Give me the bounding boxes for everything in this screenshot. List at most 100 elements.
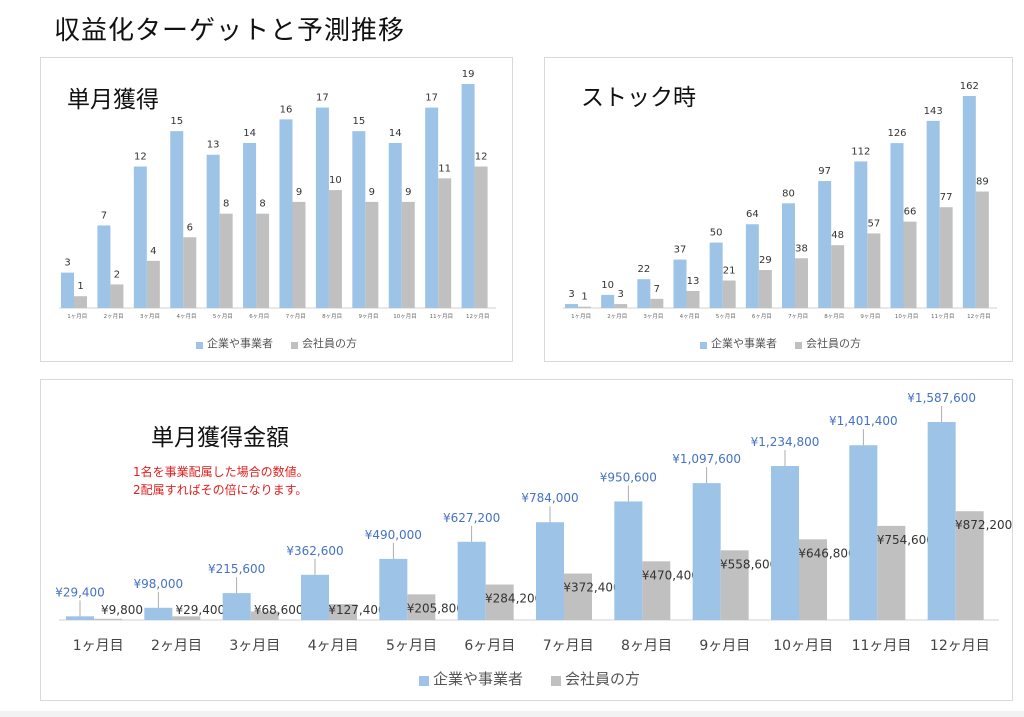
x-tick-label: 5ヶ月目 — [213, 313, 233, 320]
bar-series-a — [457, 541, 486, 620]
bar-series-a — [782, 203, 795, 308]
note-line: 2配属すればその倍になります。 — [133, 483, 308, 497]
bar-series-b — [256, 213, 270, 308]
x-tick-label: 7ヶ月目 — [788, 313, 808, 320]
data-label-series-b: ¥754,600 — [877, 533, 934, 547]
x-tick-label: 1ヶ月目 — [571, 313, 591, 320]
bar-series-b — [903, 221, 917, 308]
page-title: 収益化ターゲットと予測推移 — [54, 16, 406, 46]
legend-label-series-b: 会社員の方 — [565, 670, 640, 688]
bar-series-b — [172, 616, 201, 620]
data-label-series-b: ¥68,600 — [254, 603, 304, 617]
data-label-series-a: 16 — [280, 104, 293, 115]
data-label-series-a: ¥1,587,600 — [907, 391, 976, 405]
bar-series-a — [144, 607, 173, 620]
x-tick-label: 9ヶ月目 — [860, 313, 880, 320]
bar-series-a — [601, 294, 615, 308]
chart-title: 単月獲得金額 — [151, 425, 289, 451]
x-tick-label: 5ヶ月目 — [716, 313, 736, 320]
bottom-divider — [0, 711, 1024, 717]
bar-series-a — [614, 501, 643, 620]
data-label-series-b: 38 — [795, 243, 808, 254]
chart-svg: 311ヶ月目722ヶ月目1243ヶ月目1564ヶ月目1385ヶ月目1486ヶ月目… — [59, 69, 496, 350]
x-tick-label: 10ヶ月目 — [895, 313, 919, 320]
bar-series-b — [578, 306, 591, 308]
bar-series-a — [133, 166, 147, 308]
x-tick-label: 5ヶ月目 — [386, 638, 437, 654]
x-tick-label: 9ヶ月目 — [699, 638, 750, 654]
data-label-series-a: 3 — [64, 258, 70, 269]
bar-series-a — [745, 224, 759, 308]
data-label-series-a: 112 — [851, 146, 870, 157]
data-label-series-b: 8 — [223, 199, 229, 210]
data-label-series-a: 97 — [818, 166, 831, 177]
bar-series-b — [955, 511, 984, 620]
data-label-series-a: 64 — [746, 209, 759, 220]
data-label-series-b: 29 — [759, 255, 772, 266]
x-tick-label: 6ヶ月目 — [464, 638, 515, 654]
x-tick-label: 1ヶ月目 — [67, 313, 87, 320]
x-tick-label: 7ヶ月目 — [286, 313, 306, 320]
chart-svg: ¥29,400 ¥9,800 1ヶ月目 ¥98,000 ¥29,400 2ヶ月目 ¥215,… — [55, 391, 1012, 688]
data-label-series-a: 10 — [601, 280, 614, 291]
data-label-series-b: ¥29,400 — [176, 603, 226, 617]
bar-series-a — [66, 616, 94, 620]
x-tick-label: 4ヶ月目 — [680, 313, 700, 320]
legend-label-series-a: 企業や事業者 — [433, 670, 523, 688]
chart-panel-monthly-amount: 単月獲得金額 1名を事業配属した場合の数値。 2配属すればその倍になります。 ¥… — [40, 379, 1013, 701]
legend-swatch-series-b — [795, 342, 802, 349]
x-tick-label: 11ヶ月目 — [430, 313, 454, 320]
data-label-series-b: ¥470,400 — [642, 568, 699, 582]
bar-series-a — [849, 445, 878, 620]
data-label-series-a: 17 — [425, 93, 438, 104]
data-label-series-b: 1 — [77, 281, 83, 292]
bar-series-b — [407, 594, 436, 620]
x-tick-label: 12ヶ月目 — [930, 638, 990, 654]
bar-series-b — [758, 270, 772, 308]
x-tick-label: 9ヶ月目 — [359, 313, 379, 320]
bar-series-a — [61, 272, 74, 308]
data-label-series-b: ¥205,800 — [407, 601, 464, 615]
bar-series-b — [614, 304, 628, 308]
bar-series-b — [438, 178, 452, 308]
bar-series-b — [74, 296, 87, 308]
data-label-series-b: 11 — [438, 163, 451, 174]
data-label-series-b: 6 — [187, 222, 193, 233]
data-label-series-b: 7 — [654, 284, 660, 295]
legend-swatch-series-a — [196, 342, 203, 349]
x-tick-label: 3ヶ月目 — [140, 313, 160, 320]
data-label-series-a: 50 — [710, 228, 723, 239]
x-tick-label: 4ヶ月目 — [176, 313, 196, 320]
bar-series-a — [709, 242, 723, 308]
bar-series-a — [962, 96, 976, 308]
data-label-series-a: 7 — [101, 210, 107, 221]
data-label-series-a: 37 — [674, 245, 687, 256]
data-label-series-a: ¥1,401,400 — [829, 414, 898, 428]
bar-series-a — [379, 558, 408, 620]
bar-series-b — [219, 213, 233, 308]
data-label-series-a: 162 — [960, 81, 979, 92]
bar-series-a — [536, 522, 564, 620]
data-label-series-a: 143 — [924, 106, 943, 117]
data-label-series-b: ¥9,800 — [101, 603, 143, 617]
data-label-series-a: 19 — [462, 69, 475, 80]
data-label-series-b: ¥646,800 — [798, 546, 855, 560]
chart-panel-stock: ストック時 3 1 1ヶ月目 10 3 2ヶ月目 22 7 3ヶ月目 37 13 4ヶ月目 50 21 5ヶ… — [544, 57, 1013, 362]
x-tick-label: 12ヶ月目 — [967, 313, 991, 320]
bar-series-b — [94, 618, 122, 620]
x-tick-label: 12ヶ月目 — [466, 313, 490, 320]
bar-series-b — [795, 258, 808, 308]
data-label-series-b: 2 — [114, 269, 120, 280]
x-tick-label: 2ヶ月目 — [104, 313, 124, 320]
data-label-series-b: ¥284,200 — [485, 592, 542, 606]
bar-series-b — [877, 525, 906, 620]
x-tick-label: 4ヶ月目 — [308, 638, 359, 654]
data-label-series-b: 9 — [405, 187, 411, 198]
bar-series-b — [329, 604, 357, 620]
bar-series-b — [975, 191, 989, 308]
legend-swatch-series-a — [700, 342, 707, 349]
chart-title: 単月獲得 — [67, 87, 159, 113]
data-label-series-b: ¥372,400 — [563, 581, 620, 595]
data-label-series-b: 1 — [581, 292, 587, 303]
data-label-series-a: ¥490,000 — [365, 528, 422, 542]
